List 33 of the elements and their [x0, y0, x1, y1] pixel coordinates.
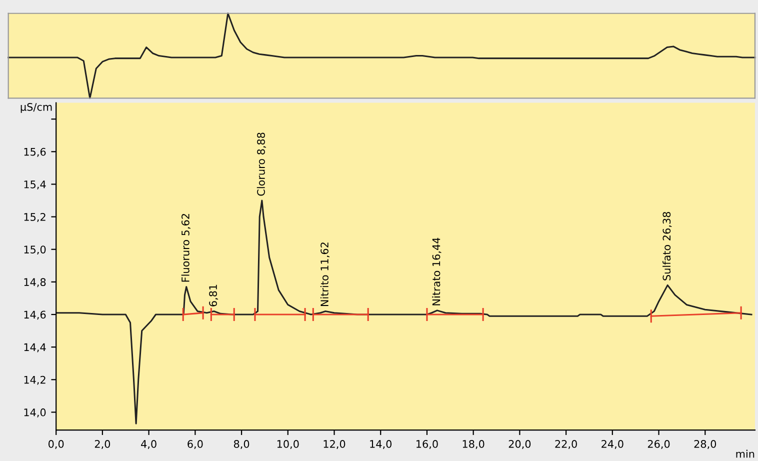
x-tick-label: 8,0: [234, 440, 250, 449]
y-axis-title: µS/cm: [20, 102, 52, 113]
y-tick-label: 14,4: [24, 343, 46, 352]
annotation: Nitrito 11,62: [320, 242, 330, 306]
y-tick-label: 14,6: [24, 310, 46, 320]
x-tick-label: 28,0: [694, 440, 716, 449]
x-axis-title: min: [736, 450, 754, 458]
x-tick-label: 22,0: [555, 440, 577, 449]
annotation: Nitrato 16,44: [432, 238, 442, 306]
annotation: Cloruro 8,88: [256, 132, 266, 196]
x-tick-label: 0,0: [48, 440, 64, 449]
y-tick-label: 15,2: [24, 213, 46, 222]
y-tick-label: 15,4: [24, 180, 46, 190]
x-tick-label: 4,0: [141, 440, 156, 449]
y-tick-label: 15,6: [24, 148, 46, 157]
x-tick-label: 6,0: [188, 440, 203, 449]
annotation: Fluoruro 5,62: [181, 214, 190, 282]
line-series: [56, 200, 752, 424]
y-tick-label: 14,0: [24, 408, 46, 418]
x-tick-label: 20,0: [508, 440, 531, 449]
x-tick-label: 12,0: [324, 440, 346, 449]
x-tick-label: 26,0: [648, 440, 670, 449]
x-tick-label: 10,0: [277, 440, 299, 449]
x-tick-label: 14,0: [370, 440, 392, 449]
x-tick-label: 16,0: [416, 440, 438, 449]
annotation: 6,81: [209, 284, 218, 306]
y-tick-label: 14,2: [24, 376, 46, 385]
x-tick-label: 24,0: [602, 440, 624, 449]
y-tick-label: 14,8: [24, 278, 46, 288]
x-tick-label: 2,0: [94, 440, 110, 449]
annotation: Sulfato 26,38: [662, 212, 672, 280]
x-tick-label: 18,0: [462, 440, 484, 449]
y-tick-label: 15,0: [24, 246, 46, 255]
